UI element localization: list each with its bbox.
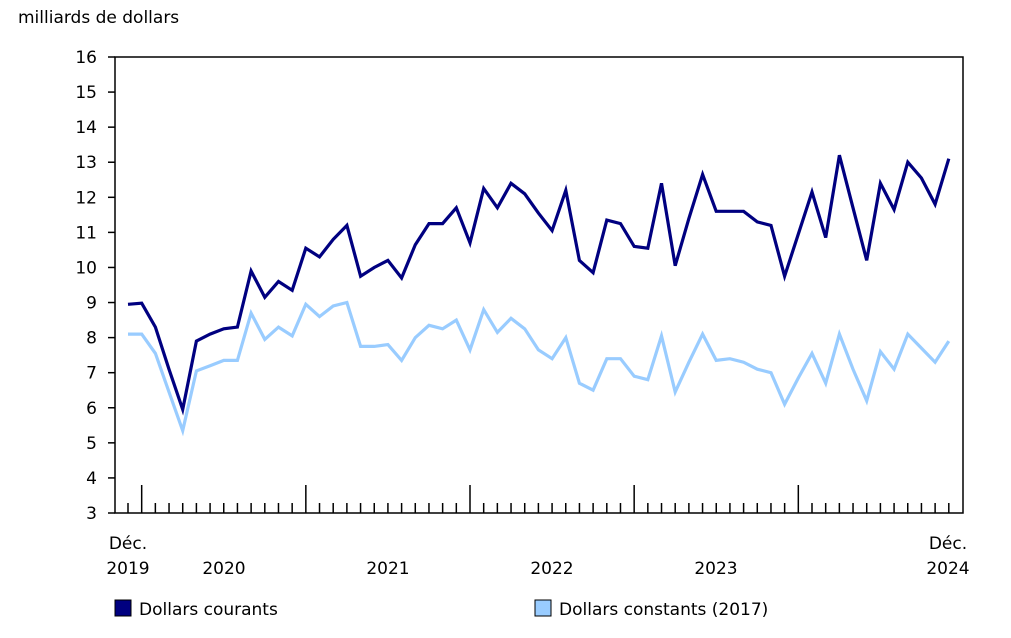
y-tick-label: 14 <box>75 118 97 138</box>
y-tick-label: 12 <box>75 188 97 208</box>
x-end-year: 2024 <box>926 559 969 579</box>
legend-swatch-constant <box>534 599 552 617</box>
y-tick-label: 15 <box>75 83 97 103</box>
plot-frame <box>114 56 964 514</box>
series-line-constant-dollars <box>128 300 951 437</box>
y-axis-label: milliards de dollars <box>18 8 179 28</box>
x-year-label: 2020 <box>202 559 245 579</box>
y-tick-label: 11 <box>75 223 97 243</box>
legend-swatch-current <box>114 599 132 617</box>
y-tick-label: 4 <box>86 469 97 489</box>
y-tick-label: 6 <box>86 399 97 419</box>
y-tick-label: 13 <box>75 153 97 173</box>
y-tick-label: 10 <box>75 258 97 278</box>
x-year-label: 2022 <box>530 559 573 579</box>
x-start-year: 2019 <box>106 559 149 579</box>
legend-label-current: Dollars courants <box>139 600 278 620</box>
x-year-label: 2023 <box>694 559 737 579</box>
y-tick-label: 16 <box>75 48 97 68</box>
y-tick-label: 9 <box>86 294 97 314</box>
y-tick-label: 8 <box>86 329 97 349</box>
y-tick-label: 3 <box>86 504 97 524</box>
legend: Dollars courants Dollars constants (2017… <box>114 599 768 620</box>
y-tick-label: 5 <box>86 434 97 454</box>
series-line-current-dollars <box>127 154 951 416</box>
x-end-month: Déc. <box>929 534 967 554</box>
x-start-month: Déc. <box>109 534 147 554</box>
x-year-label: 2021 <box>366 559 409 579</box>
legend-label-constant: Dollars constants (2017) <box>559 600 768 620</box>
y-tick-label: 7 <box>86 364 97 384</box>
